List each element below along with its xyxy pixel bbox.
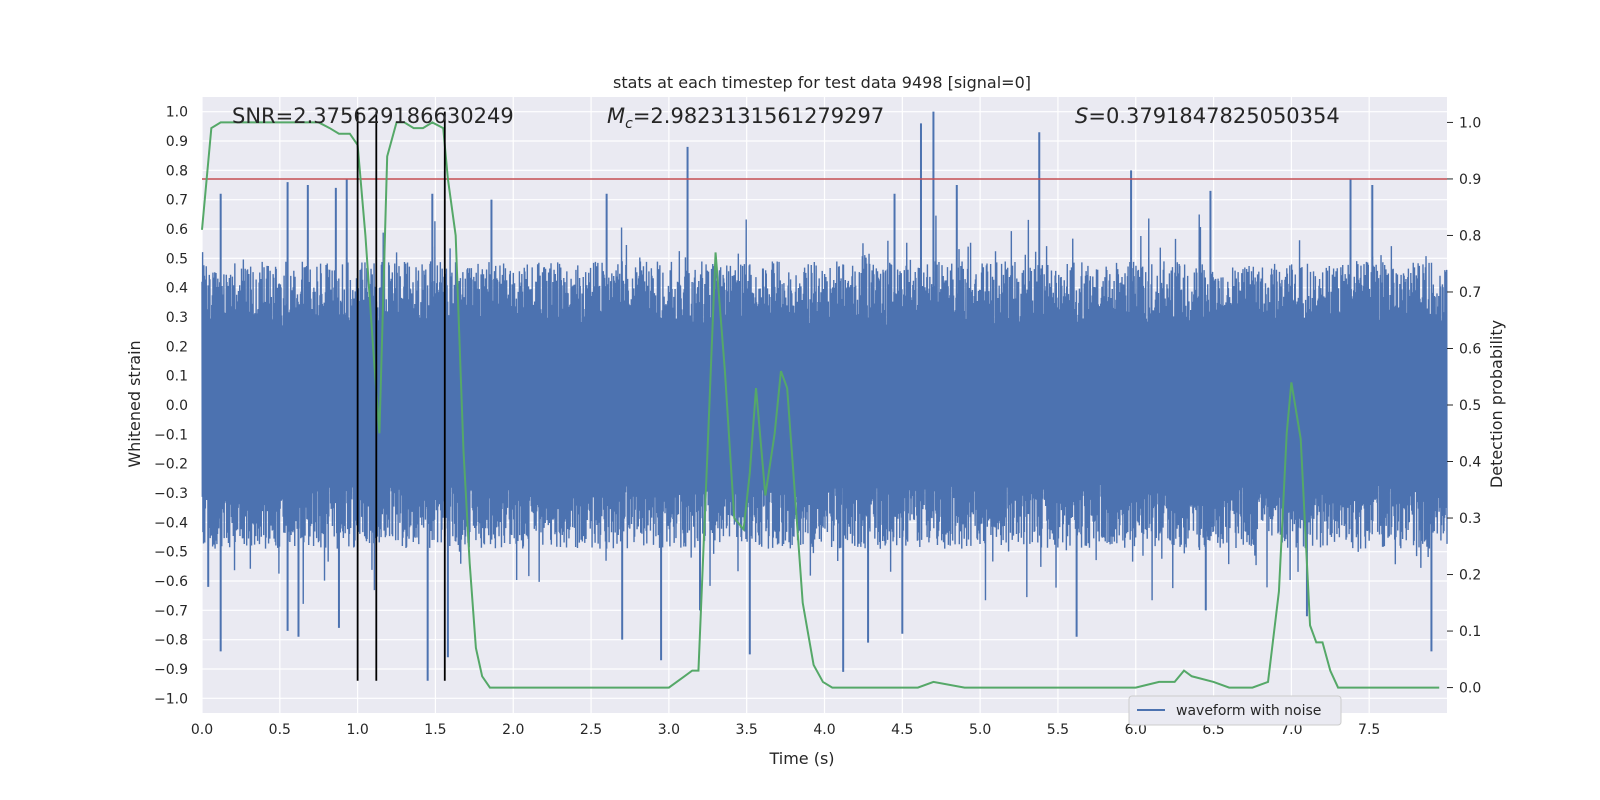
x-tick-label: 5.5	[1047, 722, 1069, 738]
waveform-line	[201, 214, 1448, 604]
s-symbol: S	[1075, 104, 1088, 128]
y-tick-label: 0.6	[166, 222, 188, 238]
probability-series	[201, 121, 1440, 689]
y-tick-label: −0.2	[154, 457, 188, 473]
y2-tick-label: 0.8	[1459, 228, 1481, 244]
mc-symbol: M	[607, 104, 625, 128]
x-tick-label: 1.0	[346, 722, 368, 738]
y-tick-label: 0.7	[166, 193, 188, 209]
x-tick-label: 7.5	[1358, 722, 1380, 738]
x-tick-label: 4.5	[891, 722, 913, 738]
y-tick-label: −0.1	[154, 427, 188, 443]
y2-tick-label: 0.2	[1459, 568, 1481, 584]
y-tick-label: 0.8	[166, 163, 188, 179]
s-value: =0.3791847825050354	[1088, 104, 1339, 128]
y-tick-label: 0.9	[166, 134, 188, 150]
tick-labels: 0.0 0.5 1.0 1.5 2.0 2.5 3.0 3.5 4.0 4.5 5.0 5.5 6.0 6…	[154, 105, 1481, 738]
y-axis-label: Whitened strain	[125, 340, 144, 467]
y-tick-label: 0.1	[166, 369, 188, 385]
x-tick-label: 5.0	[969, 722, 991, 738]
y-tick-label: 0.2	[166, 339, 188, 355]
mc-annotation: Mc=2.9823131561279297	[607, 104, 884, 132]
y2-tick-label: 0.9	[1459, 172, 1481, 188]
y2-tick-label: 0.4	[1459, 455, 1481, 471]
y2-tick-label: 0.7	[1459, 285, 1481, 301]
snr-annotation: SNR=2.375629186630249	[232, 104, 514, 128]
y-tick-label: −1.0	[154, 691, 188, 707]
legend-box	[1128, 695, 1342, 726]
y-tick-label: −0.7	[154, 603, 188, 619]
marker-lines	[356, 111, 446, 681]
mc-subscript: c	[625, 116, 633, 132]
y2-axis-label: Detection probability	[1487, 320, 1506, 488]
x-tick-label: 2.0	[502, 722, 524, 738]
y-tick-label: −0.3	[154, 486, 188, 502]
y-tick-label: −0.5	[154, 545, 188, 561]
y-tick-label: −0.4	[154, 515, 188, 531]
x-axis-label: Time (s)	[768, 749, 834, 768]
probability-line	[201, 121, 1440, 689]
y2-tick-label: 0.1	[1459, 624, 1481, 640]
y2-tick-label: 0.6	[1459, 341, 1481, 357]
x-tick-label: 7.0	[1280, 722, 1302, 738]
x-tick-label: 2.5	[580, 722, 602, 738]
legend-label: waveform with noise	[1176, 703, 1321, 719]
y2-tick-label: 0.0	[1459, 681, 1481, 697]
legend: waveform with noise	[1128, 695, 1342, 726]
y-tick-label: 1.0	[166, 105, 188, 121]
x-tick-label: 6.0	[1125, 722, 1147, 738]
x-tick-label: 4.0	[813, 722, 835, 738]
x-tick-label: 0.5	[269, 722, 291, 738]
y2-tick-label: 0.5	[1459, 398, 1481, 414]
y-tick-label: 0.5	[166, 251, 188, 267]
y2-tick-label: 1.0	[1459, 115, 1481, 131]
x-tick-label: 6.5	[1202, 722, 1224, 738]
y-tick-label: 0.4	[166, 281, 188, 297]
y-tick-label: −0.9	[154, 662, 188, 678]
mc-value: =2.9823131561279297	[633, 104, 884, 128]
x-tick-label: 3.0	[658, 722, 680, 738]
chart-title: stats at each timestep for test data 949…	[613, 73, 1031, 92]
y-tick-label: 0.3	[166, 310, 188, 326]
x-tick-label: 3.5	[736, 722, 758, 738]
y-tick-label: −0.8	[154, 633, 188, 649]
y-tick-label: −0.6	[154, 574, 188, 590]
waveform-series	[201, 111, 1448, 681]
y-tick-label: 0.0	[166, 398, 188, 414]
x-tick-label: 0.0	[191, 722, 213, 738]
x-tick-label: 1.5	[424, 722, 446, 738]
s-annotation: S=0.3791847825050354	[1075, 104, 1340, 128]
y2-tick-label: 0.3	[1459, 511, 1481, 527]
